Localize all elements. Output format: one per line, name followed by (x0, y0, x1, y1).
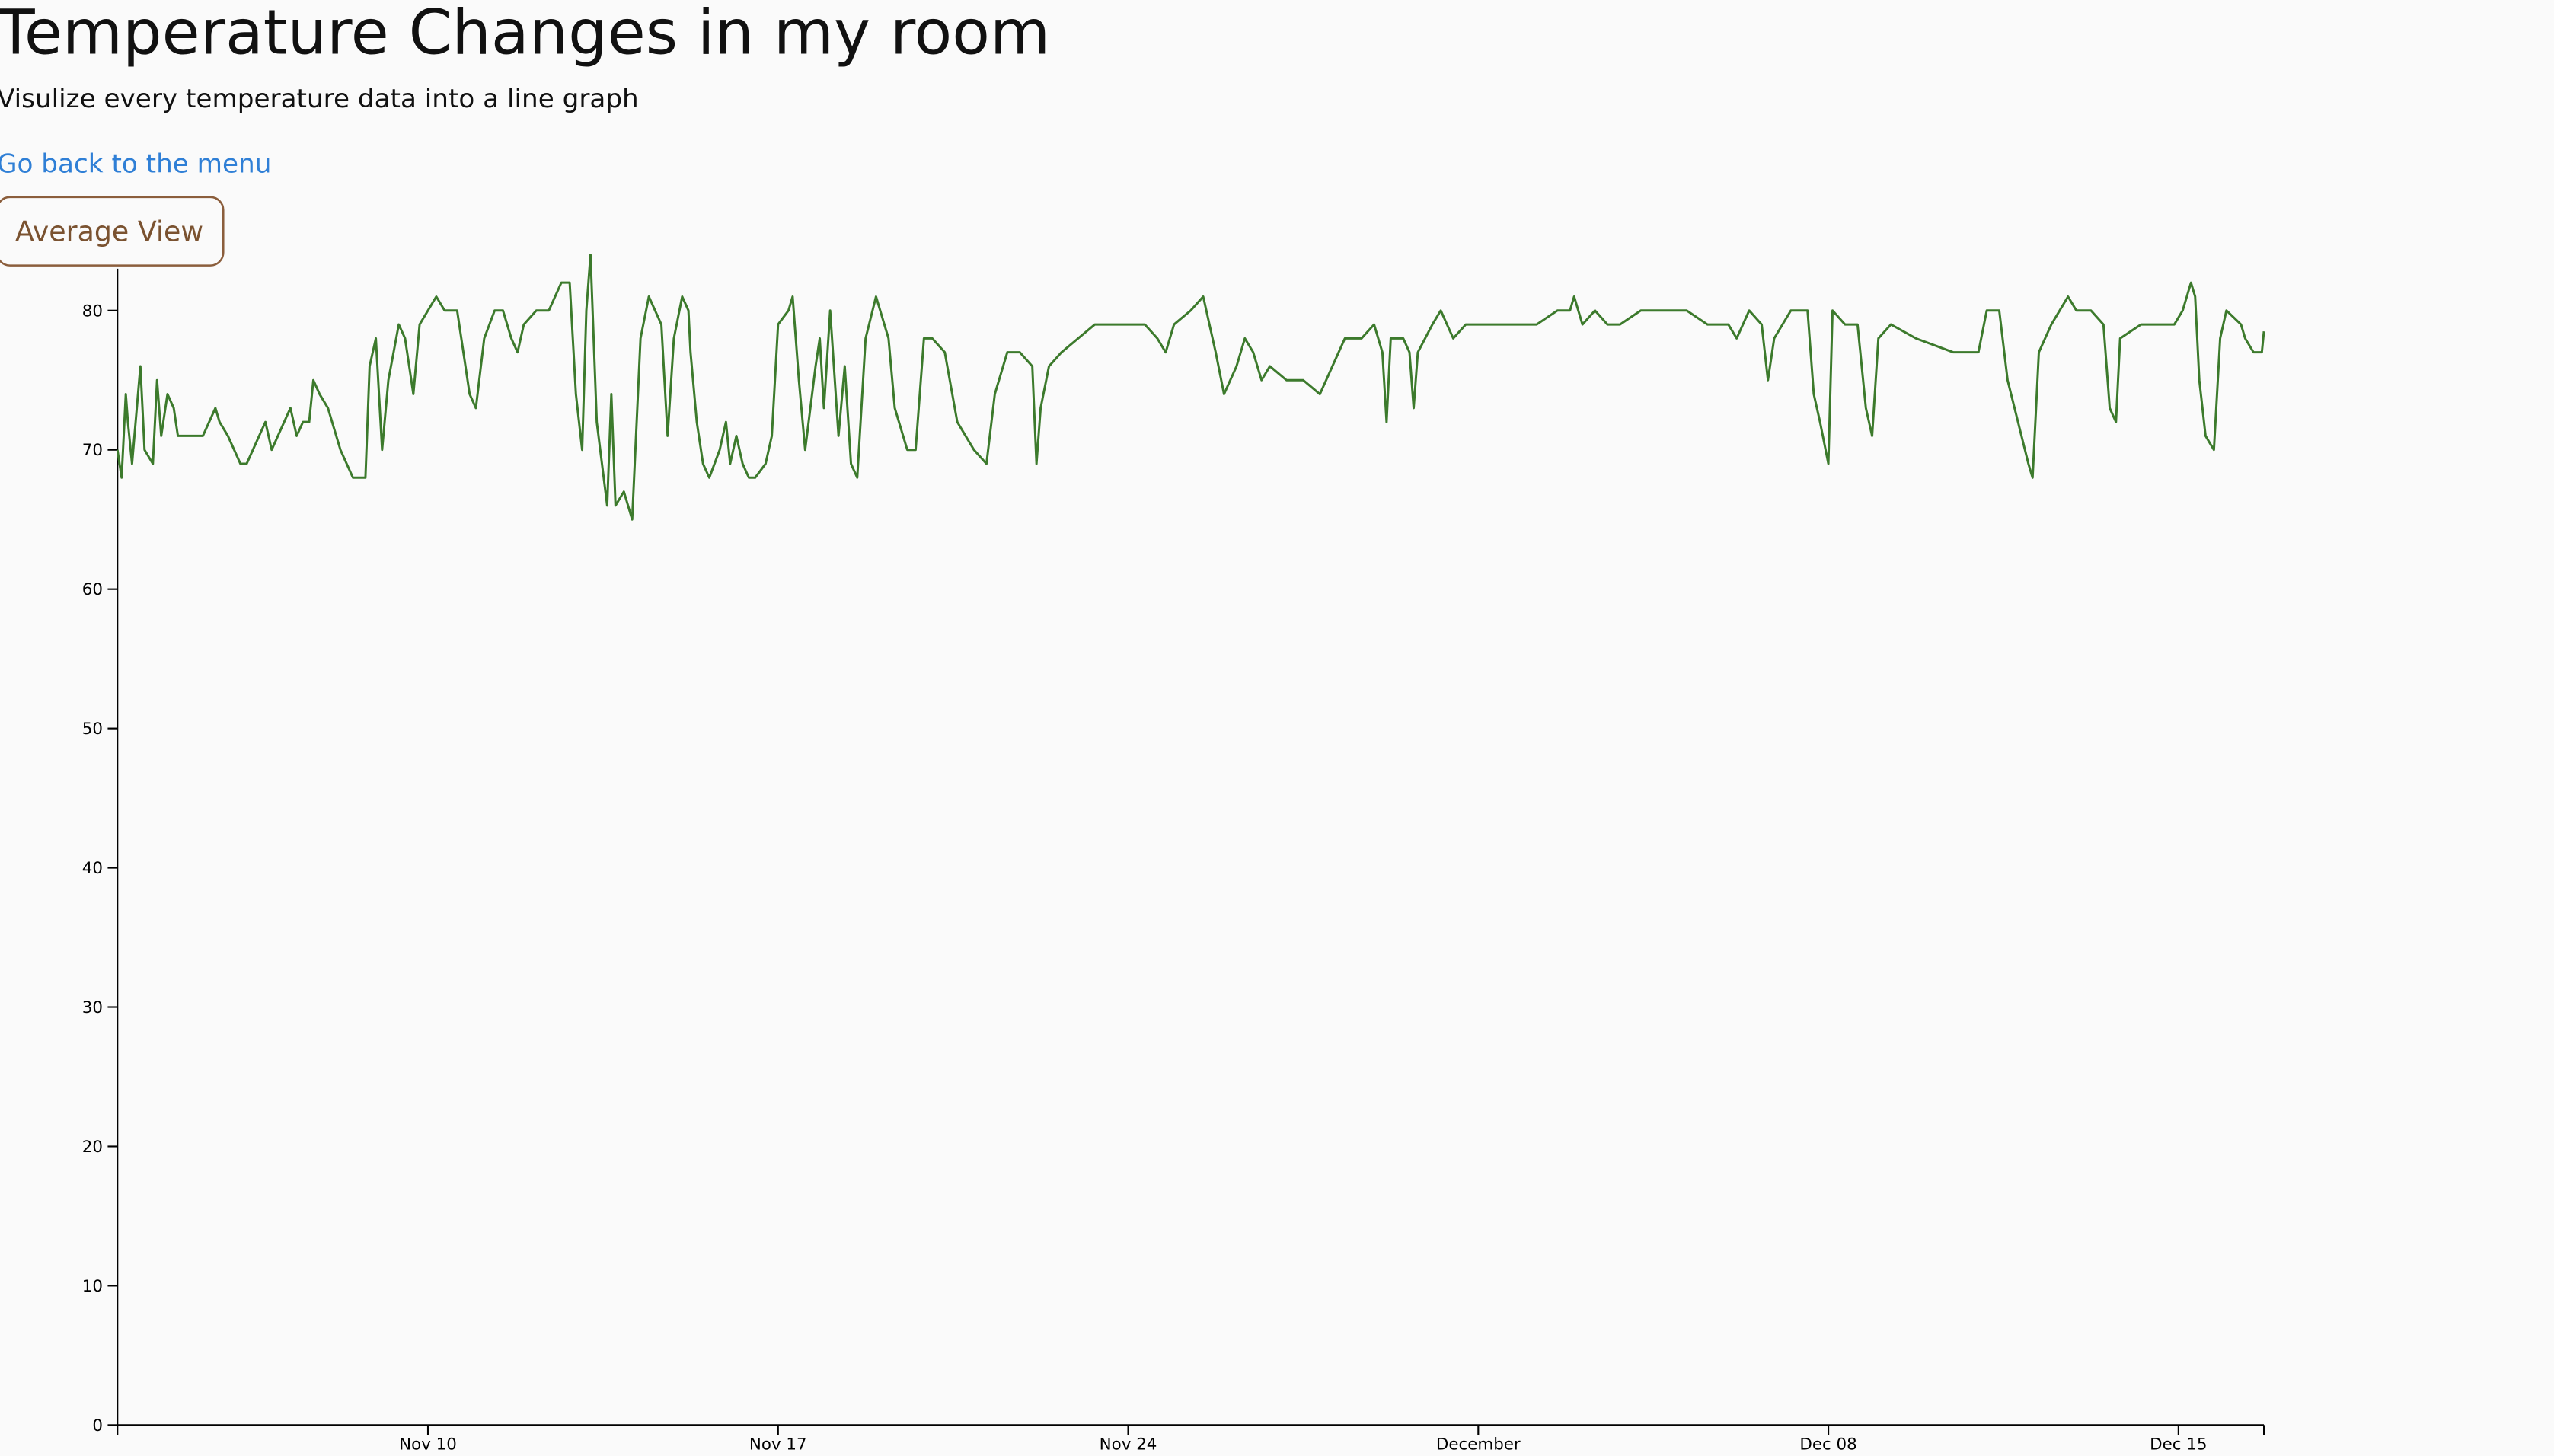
x-tick-label: Nov 10 (399, 1435, 457, 1454)
y-tick-label: 10 (82, 1277, 103, 1296)
x-tick-label: Dec 15 (2150, 1435, 2207, 1454)
x-tick-label: Nov 24 (1100, 1435, 1157, 1454)
page-title: Temperature Changes in my room (0, 0, 1050, 69)
y-tick-label: 30 (82, 998, 103, 1017)
temperature-line (116, 254, 2265, 521)
y-tick-label: 40 (82, 859, 103, 878)
y-tick-label: 60 (82, 580, 103, 599)
subtitle: Visulize every temperature data into a l… (0, 84, 639, 114)
button-frame[interactable] (0, 196, 225, 267)
x-tick-label: Nov 17 (749, 1435, 807, 1454)
menu-link[interactable]: Go back to the menu (0, 149, 271, 180)
x-tick-label: December (1436, 1435, 1521, 1454)
x-tick-label: Dec 08 (1799, 1435, 1856, 1454)
average-view-button[interactable]: Average View (0, 196, 225, 267)
y-tick-label: 0 (92, 1416, 103, 1435)
button-label[interactable]: Average View (15, 216, 203, 248)
plot: 0 10 20 30 40 50 60 70 80 Nov 10 Nov 17 Nov 24 Decem… (82, 254, 2265, 1454)
y-tick-label: 80 (82, 302, 103, 321)
y-tick-label: 20 (82, 1138, 103, 1157)
y-tick-label: 70 (82, 441, 103, 460)
y-tick-label: 50 (82, 720, 103, 739)
